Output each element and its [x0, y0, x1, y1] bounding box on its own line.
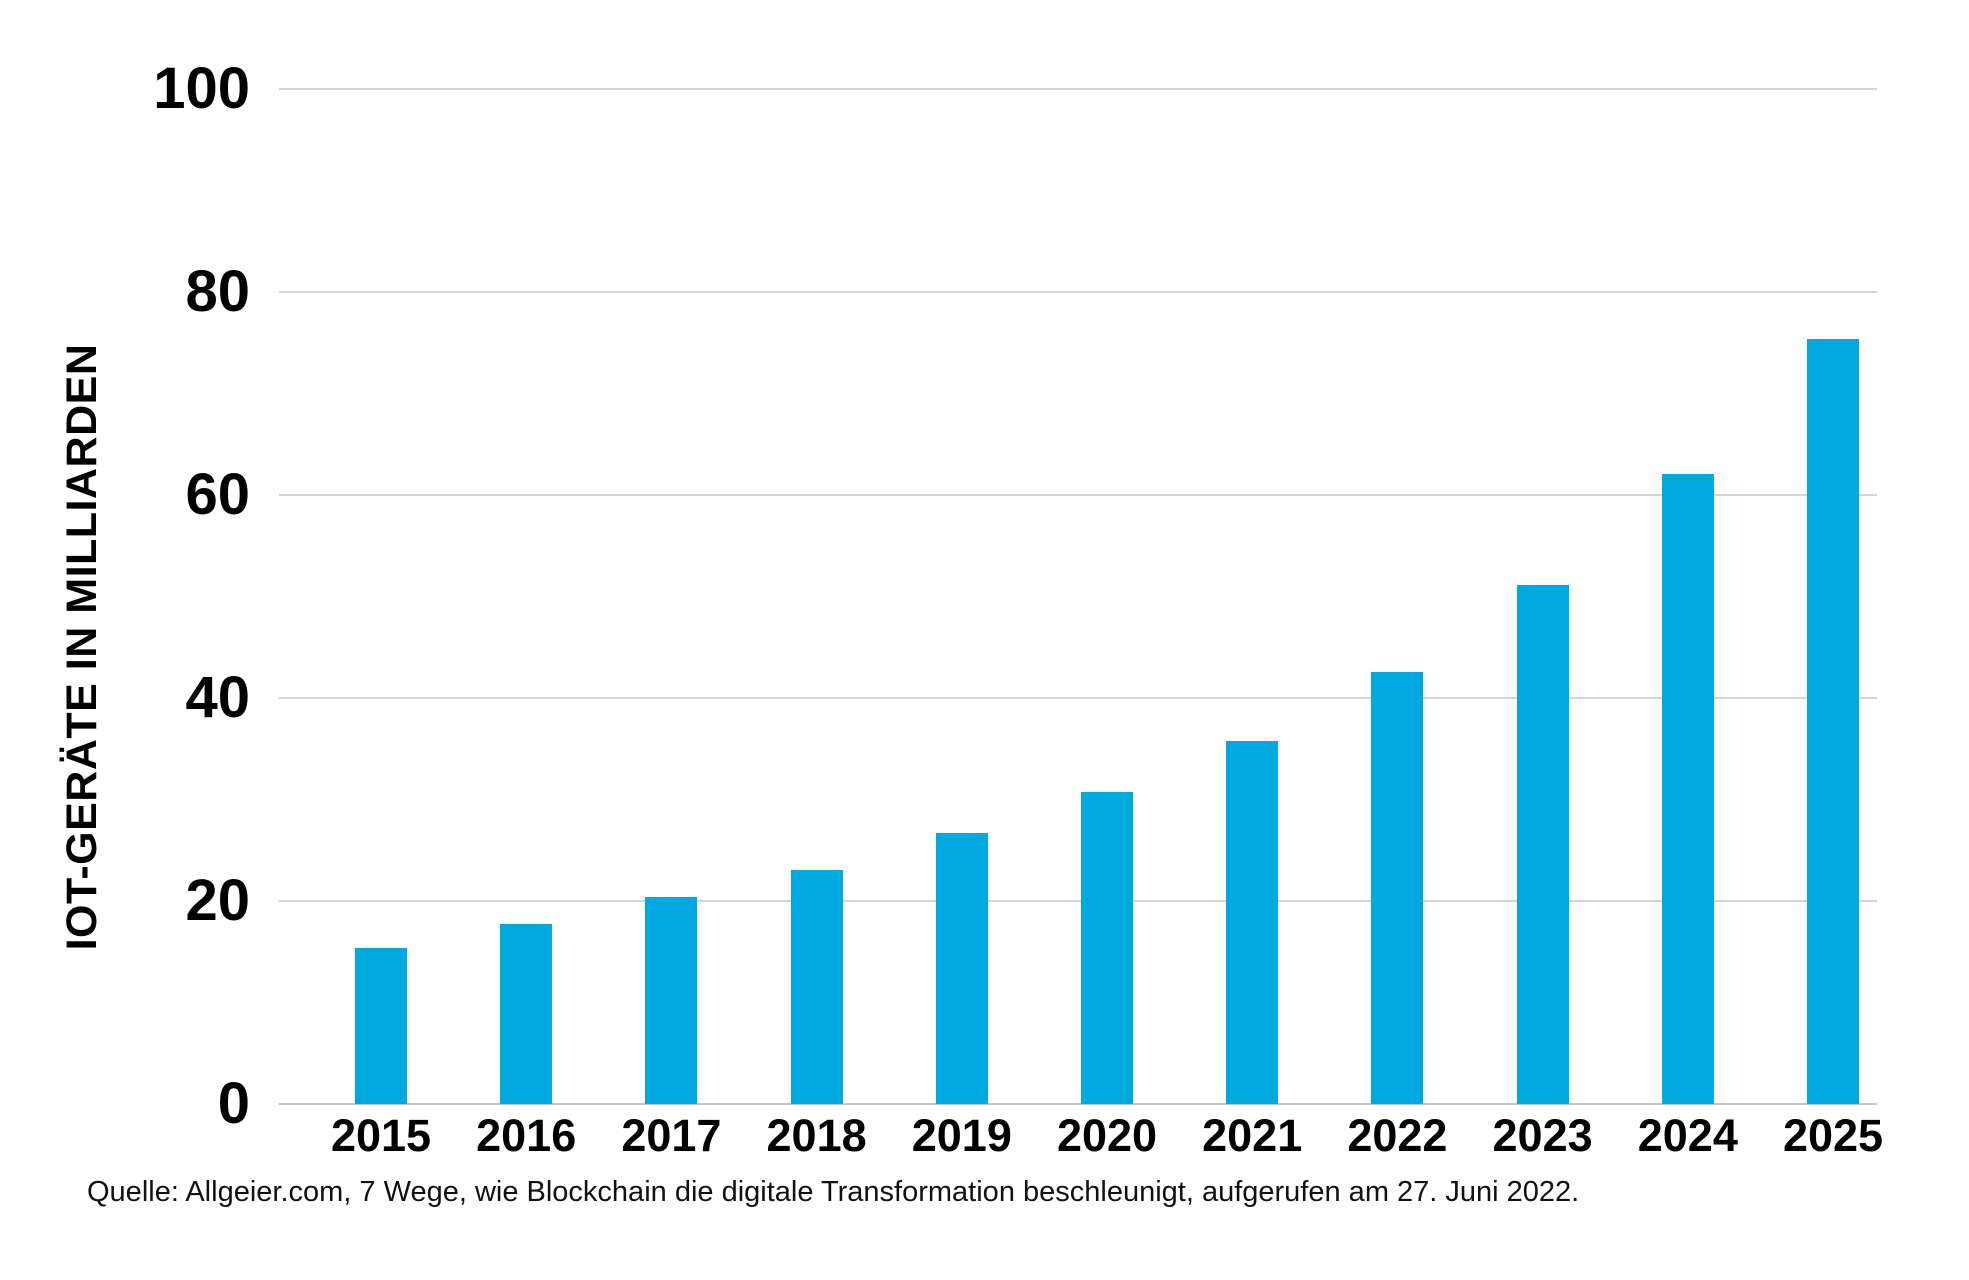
x-tick-label-2015: 2015 [330, 1110, 432, 1161]
bar-2025 [1807, 338, 1859, 1104]
y-tick-label-60: 60 [185, 462, 250, 527]
gridline-20 [279, 900, 1877, 902]
x-tick-label-2017: 2017 [621, 1110, 722, 1161]
bar-2016 [500, 924, 553, 1104]
bar-2015 [355, 947, 407, 1104]
y-tick-label-40: 40 [185, 665, 250, 730]
x-tick-label-2018: 2018 [766, 1110, 867, 1161]
y-tick-label-20: 20 [185, 868, 250, 933]
plot-area [279, 88, 1877, 1105]
bar-2024 [1661, 473, 1714, 1104]
x-tick-label-2022: 2022 [1347, 1110, 1448, 1161]
y-tick-label-0: 0 [217, 1071, 250, 1136]
source-note: Quelle: Allgeier.com, 7 Wege, wie Blockc… [87, 1176, 1580, 1208]
x-tick-label-2021: 2021 [1202, 1110, 1303, 1161]
x-tick-label-2019: 2019 [911, 1110, 1012, 1161]
gridline-0 [279, 1103, 1877, 1105]
x-tick-label-2025: 2025 [1782, 1110, 1884, 1161]
x-tick-label-2020: 2020 [1056, 1110, 1158, 1161]
bar-2017 [645, 896, 698, 1104]
bar-2023 [1516, 585, 1569, 1104]
gridline-80 [279, 291, 1877, 293]
y-tick-label-80: 80 [185, 259, 250, 324]
gridline-60 [279, 494, 1877, 496]
bar-2021 [1226, 740, 1279, 1104]
bar-2022 [1371, 671, 1424, 1104]
x-tick-label-2024: 2024 [1637, 1110, 1738, 1161]
bar-2020 [1081, 792, 1133, 1104]
x-tick-label-2016: 2016 [476, 1110, 577, 1161]
gridline-100 [279, 88, 1877, 90]
gridline-40 [279, 697, 1877, 699]
bar-2019 [935, 833, 988, 1104]
x-tick-label-2023: 2023 [1492, 1110, 1593, 1161]
bar-2018 [790, 869, 843, 1104]
y-tick-label-100: 100 [153, 56, 250, 121]
